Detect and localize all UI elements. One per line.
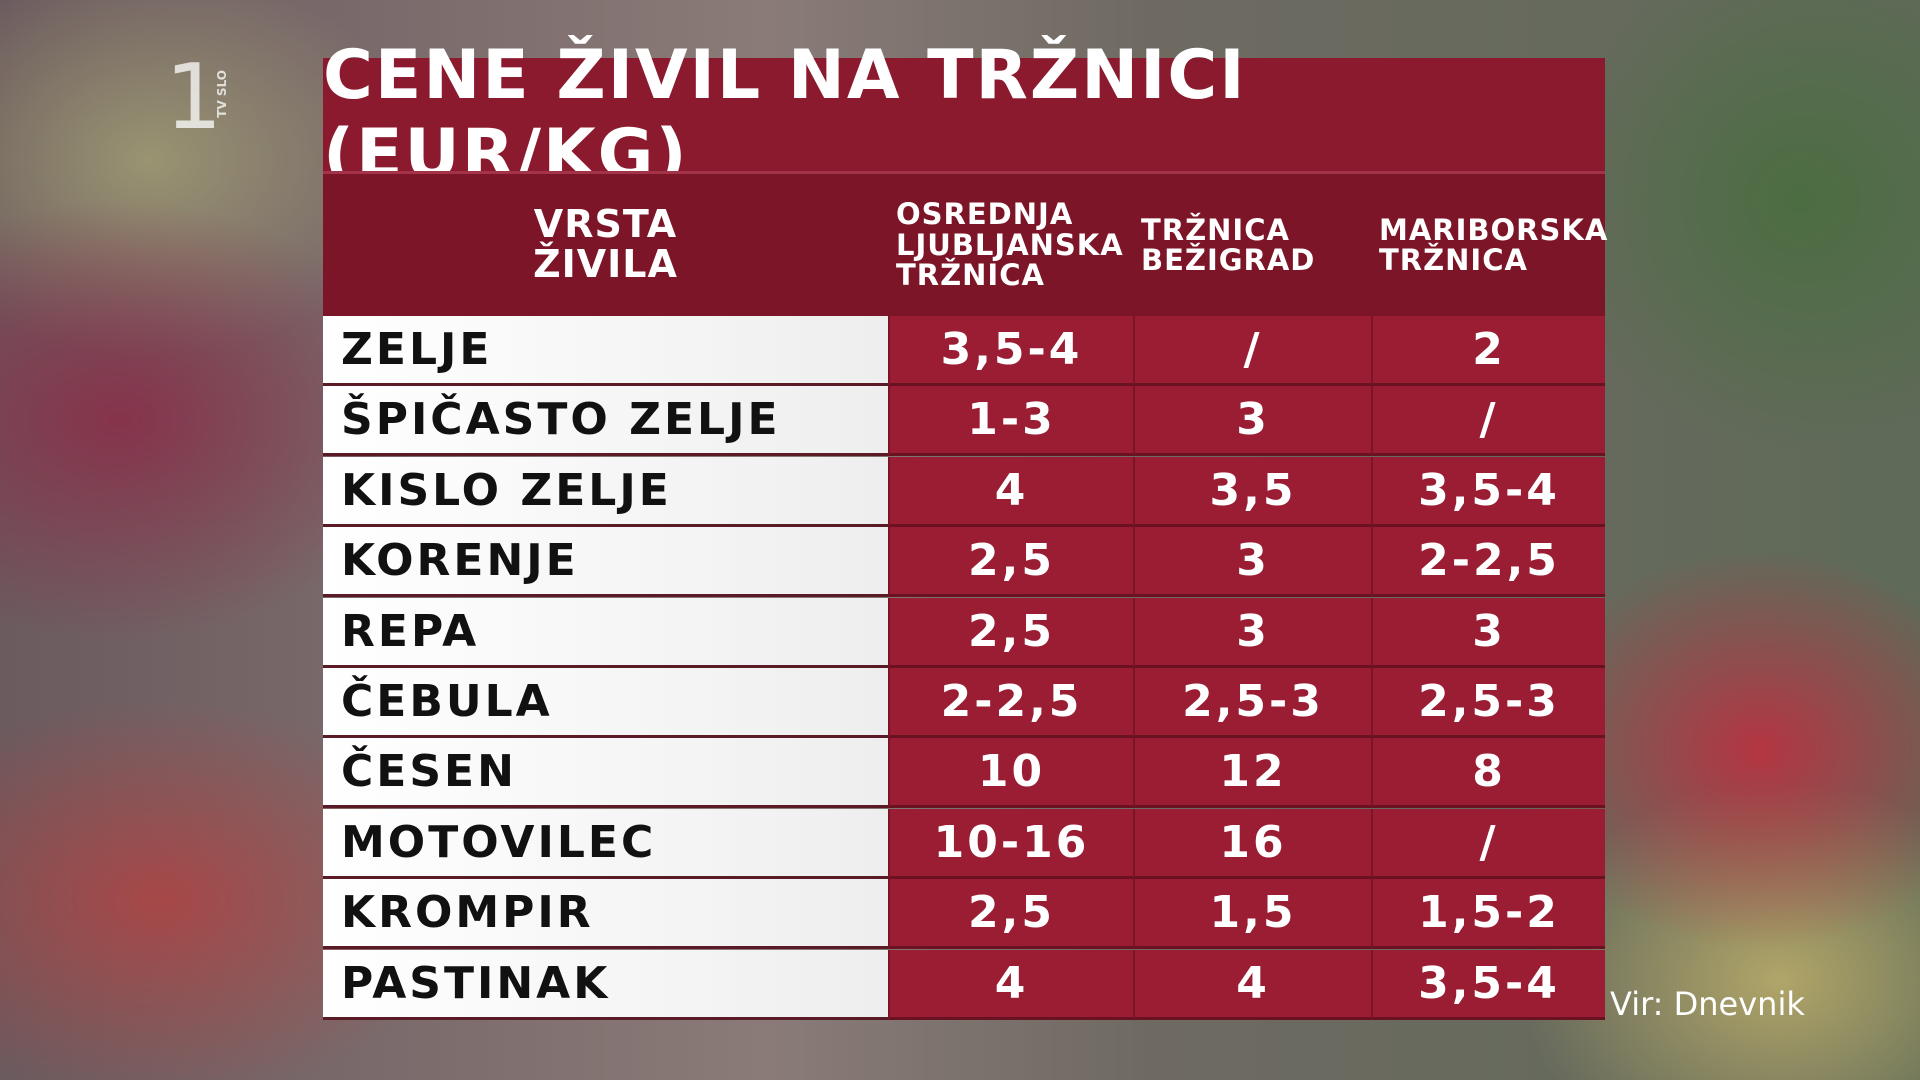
header-cell: TRŽNICA BEŽIGRAD: [1133, 171, 1371, 316]
price-cell: 3,5-4: [888, 316, 1133, 386]
row-label: REPA: [323, 597, 888, 668]
price-cell: 3,5-4: [1371, 949, 1605, 1020]
row-label: PASTINAK: [323, 949, 888, 1020]
price-cell: 2,5-3: [1133, 668, 1371, 738]
row-label: ČESEN: [323, 738, 888, 809]
price-cell: 16: [1133, 808, 1371, 879]
price-cell: 8: [1371, 738, 1605, 809]
price-cell: 1-3: [888, 386, 1133, 457]
price-cell: 2,5: [888, 597, 1133, 668]
price-cell: 1,5-2: [1371, 879, 1605, 950]
channel-name: TV SLO: [215, 70, 229, 118]
header-line: OSREDNJA: [896, 197, 1074, 232]
header-line: LJUBLJANSKA: [896, 227, 1124, 262]
row-label: KORENJE: [323, 527, 888, 598]
header-line: ŽIVILA: [533, 242, 678, 286]
price-cell: 2,5: [888, 527, 1133, 598]
price-cell: 3: [1371, 597, 1605, 668]
price-cell: 12: [1133, 738, 1371, 809]
price-cell: 4: [1133, 949, 1371, 1020]
price-cell: /: [1133, 316, 1371, 386]
header-cell: VRSTA ŽIVILA: [323, 171, 888, 316]
price-cell: 4: [888, 456, 1133, 527]
price-cell: 2,5-3: [1371, 668, 1605, 738]
row-label: MOTOVILEC: [323, 808, 888, 879]
price-cell: 3: [1133, 527, 1371, 598]
row-label: ČEBULA: [323, 668, 888, 738]
price-cell: 2: [1371, 316, 1605, 386]
header-line: TRŽNICA: [896, 258, 1045, 293]
price-cell: /: [1371, 808, 1605, 879]
header-line: TRŽNICA: [1141, 212, 1290, 247]
price-cell: 3: [1133, 386, 1371, 457]
price-cell: 3,5-4: [1371, 456, 1605, 527]
channel-logo: 1: [165, 45, 223, 150]
price-cell: 3,5: [1133, 456, 1371, 527]
price-cell: 10-16: [888, 808, 1133, 879]
header-line: BEŽIGRAD: [1141, 243, 1316, 277]
price-cell: 1,5: [1133, 879, 1371, 950]
header-line: TRŽNICA: [1379, 243, 1528, 277]
row-label: KISLO ZELJE: [323, 456, 888, 527]
header-line: VRSTA: [533, 202, 678, 247]
row-label: ŠPIČASTO ZELJE: [323, 386, 888, 457]
title: CENE ŽIVIL NA TRŽNICI (EUR/KG): [323, 36, 1605, 194]
header-cell: OSREDNJA LJUBLJANSKA TRŽNICA: [888, 171, 1133, 316]
price-cell: 2,5: [888, 879, 1133, 950]
price-cell: 4: [888, 949, 1133, 1020]
price-cell: 2-2,5: [888, 668, 1133, 738]
header-cell: MARIBORSKA TRŽNICA: [1371, 171, 1609, 316]
price-cell: 3: [1133, 597, 1371, 668]
price-cell: 2-2,5: [1371, 527, 1605, 598]
source: Vir: Dnevnik: [1610, 985, 1805, 1023]
row-label: ZELJE: [323, 316, 888, 386]
row-label: KROMPIR: [323, 879, 888, 950]
header-line: MARIBORSKA: [1379, 212, 1609, 247]
price-cell: /: [1371, 386, 1605, 457]
price-cell: 10: [888, 738, 1133, 809]
